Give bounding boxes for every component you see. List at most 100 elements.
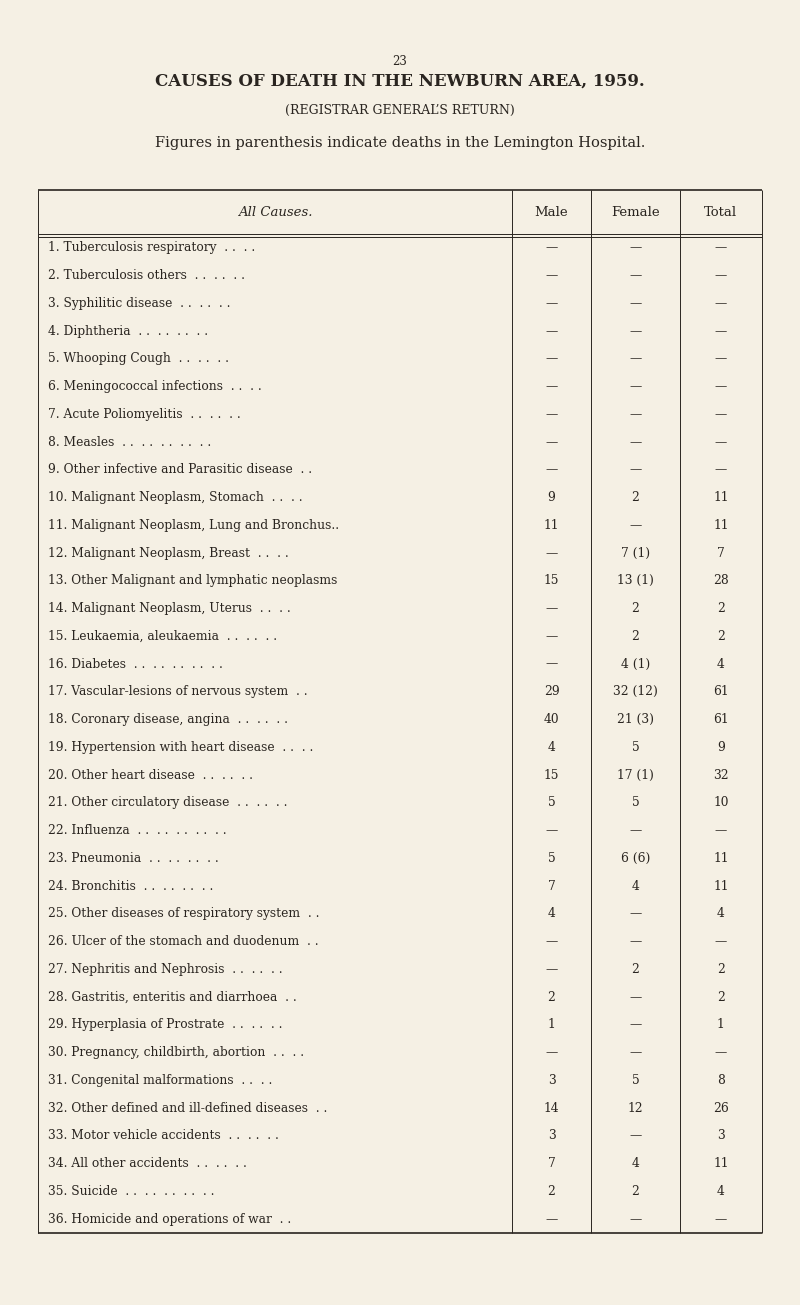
Text: 7. Acute Poliomyelitis  . .  . .  . .: 7. Acute Poliomyelitis . . . . . . xyxy=(48,408,241,422)
Text: 4. Diphtheria  . .  . .  . .  . .: 4. Diphtheria . . . . . . . . xyxy=(48,325,208,338)
Text: 2: 2 xyxy=(631,963,639,976)
Text: —: — xyxy=(546,630,558,643)
Text: —: — xyxy=(546,296,558,309)
Text: 5: 5 xyxy=(548,796,555,809)
Text: 35. Suicide  . .  . .  . .  . .  . .: 35. Suicide . . . . . . . . . . xyxy=(48,1185,214,1198)
Text: 13. Other Malignant and lymphatic neoplasms: 13. Other Malignant and lymphatic neopla… xyxy=(48,574,338,587)
Text: 26: 26 xyxy=(713,1101,729,1114)
Text: —: — xyxy=(546,408,558,422)
Text: 4 (1): 4 (1) xyxy=(621,658,650,671)
Text: 12: 12 xyxy=(627,1101,643,1114)
Text: 2: 2 xyxy=(717,602,725,615)
Text: 4: 4 xyxy=(631,1158,639,1171)
Text: —: — xyxy=(546,325,558,338)
Text: 9: 9 xyxy=(717,741,725,754)
Text: 22. Influenza  . .  . .  . .  . .  . .: 22. Influenza . . . . . . . . . . xyxy=(48,825,226,837)
Text: —: — xyxy=(715,436,727,449)
Text: (REGISTRAR GENERAL’S RETURN): (REGISTRAR GENERAL’S RETURN) xyxy=(285,104,515,117)
Text: 29: 29 xyxy=(544,685,559,698)
Text: 15: 15 xyxy=(544,574,559,587)
Text: —: — xyxy=(630,296,642,309)
Text: 2: 2 xyxy=(717,990,725,1004)
Text: —: — xyxy=(715,408,727,422)
Text: —: — xyxy=(546,936,558,949)
Text: 11: 11 xyxy=(544,519,559,532)
Text: 21 (3): 21 (3) xyxy=(617,713,654,726)
Text: 19. Hypertension with heart disease  . .  . .: 19. Hypertension with heart disease . . … xyxy=(48,741,314,754)
Text: —: — xyxy=(715,325,727,338)
Text: 7: 7 xyxy=(717,547,725,560)
Text: 14. Malignant Neoplasm, Uterus  . .  . .: 14. Malignant Neoplasm, Uterus . . . . xyxy=(48,602,290,615)
Text: 10. Malignant Neoplasm, Stomach  . .  . .: 10. Malignant Neoplasm, Stomach . . . . xyxy=(48,491,302,504)
Text: 13 (1): 13 (1) xyxy=(617,574,654,587)
Text: 6 (6): 6 (6) xyxy=(621,852,650,865)
Text: —: — xyxy=(630,825,642,837)
Text: —: — xyxy=(546,963,558,976)
Text: CAUSES OF DEATH IN THE NEWBURN AREA, 1959.: CAUSES OF DEATH IN THE NEWBURN AREA, 195… xyxy=(155,73,645,90)
Text: 5: 5 xyxy=(631,1074,639,1087)
Text: 10: 10 xyxy=(713,796,729,809)
Text: 15. Leukaemia, aleukaemia  . .  . .  . .: 15. Leukaemia, aleukaemia . . . . . . xyxy=(48,630,277,643)
Text: —: — xyxy=(546,825,558,837)
Text: —: — xyxy=(630,325,642,338)
Text: 3: 3 xyxy=(548,1129,555,1142)
Text: 2: 2 xyxy=(548,1185,555,1198)
Text: 1. Tuberculosis respiratory  . .  . .: 1. Tuberculosis respiratory . . . . xyxy=(48,241,255,254)
Text: 4: 4 xyxy=(717,658,725,671)
Text: 7: 7 xyxy=(548,880,555,893)
Text: 28: 28 xyxy=(713,574,729,587)
Text: —: — xyxy=(715,463,727,476)
Text: 7: 7 xyxy=(548,1158,555,1171)
Text: 11: 11 xyxy=(713,880,729,893)
Text: 2: 2 xyxy=(717,630,725,643)
Text: —: — xyxy=(630,1129,642,1142)
Text: 4: 4 xyxy=(631,880,639,893)
Text: —: — xyxy=(630,907,642,920)
Text: 3: 3 xyxy=(548,1074,555,1087)
Text: —: — xyxy=(630,241,642,254)
Text: 61: 61 xyxy=(713,713,729,726)
Text: 11: 11 xyxy=(713,491,729,504)
Text: —: — xyxy=(715,241,727,254)
Text: —: — xyxy=(715,380,727,393)
Text: —: — xyxy=(630,1212,642,1225)
Text: 27. Nephritis and Nephrosis  . .  . .  . .: 27. Nephritis and Nephrosis . . . . . . xyxy=(48,963,282,976)
Text: 4: 4 xyxy=(548,741,555,754)
Text: 61: 61 xyxy=(713,685,729,698)
Text: 32: 32 xyxy=(713,769,729,782)
Text: 4: 4 xyxy=(717,1185,725,1198)
Text: 1: 1 xyxy=(548,1018,555,1031)
Text: —: — xyxy=(715,1212,727,1225)
Text: —: — xyxy=(546,269,558,282)
Text: —: — xyxy=(715,825,727,837)
Text: 17. Vascular-lesions of nervous system  . .: 17. Vascular-lesions of nervous system .… xyxy=(48,685,308,698)
Text: 26. Ulcer of the stomach and duodenum  . .: 26. Ulcer of the stomach and duodenum . … xyxy=(48,936,318,949)
Text: Male: Male xyxy=(534,205,568,218)
Text: Figures in parenthesis indicate deaths in the Lemington Hospital.: Figures in parenthesis indicate deaths i… xyxy=(155,136,645,150)
Text: 25. Other diseases of respiratory system  . .: 25. Other diseases of respiratory system… xyxy=(48,907,319,920)
Text: 2: 2 xyxy=(717,963,725,976)
Text: —: — xyxy=(630,269,642,282)
Text: —: — xyxy=(546,1047,558,1060)
Text: 11. Malignant Neoplasm, Lung and Bronchus..: 11. Malignant Neoplasm, Lung and Bronchu… xyxy=(48,519,339,532)
Text: 18. Coronary disease, angina  . .  . .  . .: 18. Coronary disease, angina . . . . . . xyxy=(48,713,288,726)
Text: All Causes.: All Causes. xyxy=(238,205,312,218)
Text: —: — xyxy=(630,408,642,422)
Text: 16. Diabetes  . .  . .  . .  . .  . .: 16. Diabetes . . . . . . . . . . xyxy=(48,658,223,671)
Text: —: — xyxy=(715,936,727,949)
Text: —: — xyxy=(715,1047,727,1060)
Text: —: — xyxy=(546,241,558,254)
Text: —: — xyxy=(630,1018,642,1031)
Text: 8: 8 xyxy=(717,1074,725,1087)
Text: 7 (1): 7 (1) xyxy=(621,547,650,560)
Text: —: — xyxy=(546,352,558,365)
Text: 2: 2 xyxy=(631,491,639,504)
Text: 31. Congenital malformations  . .  . .: 31. Congenital malformations . . . . xyxy=(48,1074,272,1087)
Text: —: — xyxy=(630,380,642,393)
Text: 2: 2 xyxy=(631,1185,639,1198)
Text: 5: 5 xyxy=(631,741,639,754)
Text: 2. Tuberculosis others  . .  . .  . .: 2. Tuberculosis others . . . . . . xyxy=(48,269,245,282)
Text: 33. Motor vehicle accidents  . .  . .  . .: 33. Motor vehicle accidents . . . . . . xyxy=(48,1129,279,1142)
Text: 9. Other infective and Parasitic disease  . .: 9. Other infective and Parasitic disease… xyxy=(48,463,312,476)
Text: —: — xyxy=(630,1047,642,1060)
